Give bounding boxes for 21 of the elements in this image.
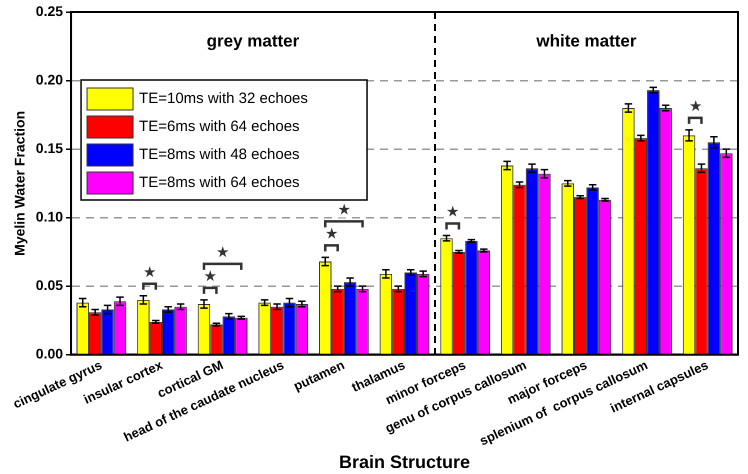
legend-label: TE=6ms with 64 echoes [139, 118, 300, 136]
y-tick-label: 0.20 [36, 71, 64, 88]
annotation: ★ [337, 202, 350, 219]
legend-label: TE=10ms with 32 echoes [139, 90, 308, 108]
annotation: ★ [324, 226, 338, 243]
legend-label: TE=8ms with 64 echoes [139, 174, 300, 192]
annotation: ★ [216, 244, 230, 262]
annotation: grey matter [206, 32, 300, 51]
annotation: ★ [143, 264, 156, 281]
y-tick-label: 0.25 [36, 2, 64, 19]
y-tick-label: 0.05 [36, 277, 64, 294]
y-tick-label: 0.15 [36, 140, 64, 156]
legend-label: TE=8ms with 48 echoes [139, 146, 300, 164]
y-tick-label: 0.00 [36, 346, 64, 362]
y-tick-label: 0.10 [36, 208, 64, 224]
y-axis-title: Myelin Water Fraction [11, 110, 28, 256]
annotation: ★ [446, 204, 460, 221]
annotation: ★ [204, 268, 217, 286]
x-axis-title: Brain Structure [339, 452, 470, 472]
annotation: white matter [535, 32, 637, 51]
annotation: ★ [688, 98, 702, 116]
